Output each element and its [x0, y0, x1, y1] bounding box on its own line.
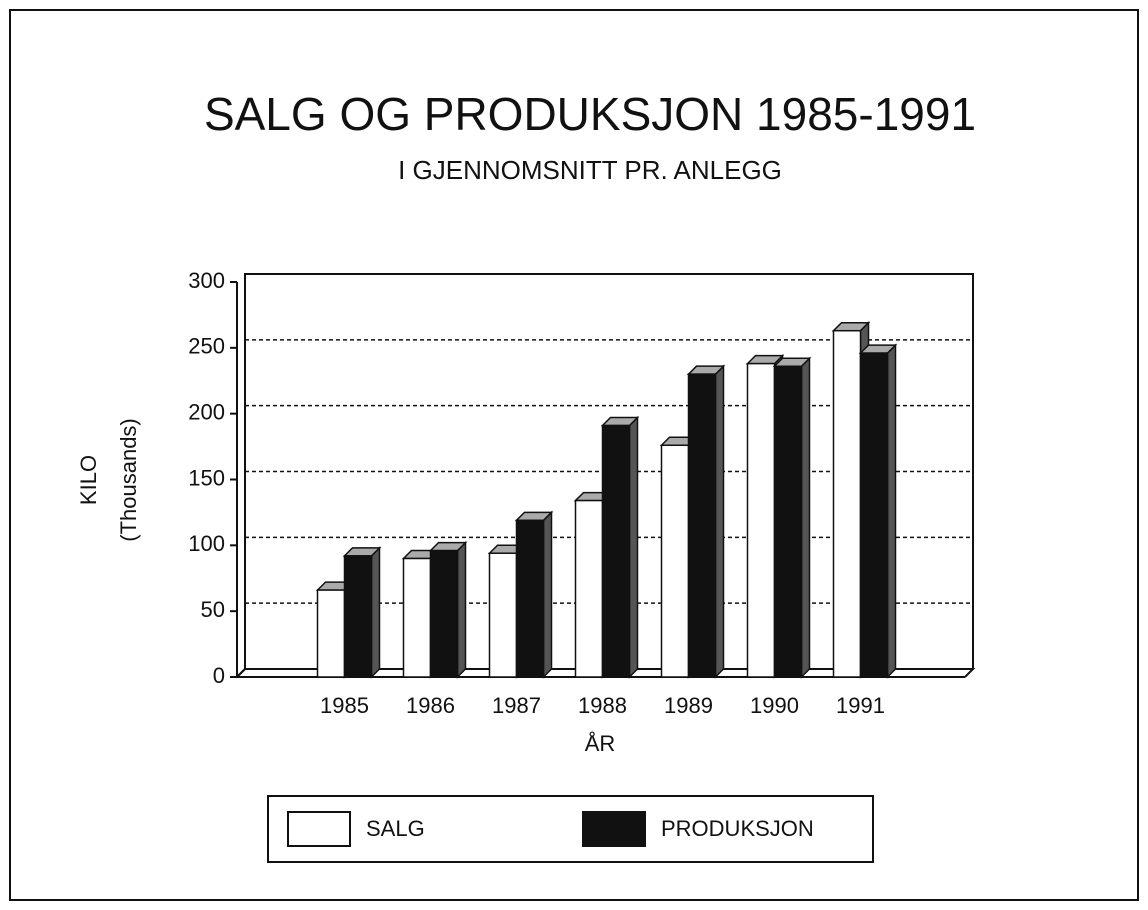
bar — [746, 362, 776, 678]
bar — [660, 444, 690, 678]
bar — [515, 519, 545, 678]
bar — [429, 549, 459, 678]
legend-label: PRODUKSJON — [661, 816, 814, 841]
y-axis-label: (Thousands) — [116, 418, 141, 542]
bar-side — [370, 546, 381, 679]
bar — [773, 365, 803, 678]
bar — [343, 555, 373, 678]
y-axis-label: KILO — [76, 455, 101, 505]
y-tick-label: 0 — [213, 663, 225, 688]
y-tick-label: 250 — [188, 334, 225, 359]
legend-box — [267, 795, 874, 863]
bar — [574, 499, 604, 678]
bar — [601, 424, 631, 678]
chart-subtitle: I GJENNOMSNITT PR. ANLEGG — [398, 155, 782, 185]
x-tick-label: 1989 — [664, 693, 713, 718]
y-tick-label: 50 — [201, 597, 225, 622]
legend-swatch — [287, 811, 351, 847]
bar — [402, 557, 432, 678]
frame — [9, 9, 1139, 901]
bar — [687, 373, 717, 678]
bar-side — [628, 415, 639, 679]
x-tick-label: 1991 — [836, 693, 885, 718]
bar — [832, 329, 862, 678]
legend-swatch — [582, 811, 646, 847]
chart-title: SALG OG PRODUKSJON 1985-1991 — [204, 88, 976, 140]
bar — [316, 589, 346, 678]
x-tick-label: 1988 — [578, 693, 627, 718]
legend-label: SALG — [366, 816, 425, 841]
y-tick-label: 200 — [188, 399, 225, 424]
y-tick-label: 100 — [188, 531, 225, 556]
x-axis-label: ÅR — [585, 731, 616, 756]
x-tick-label: 1985 — [320, 693, 369, 718]
y-tick-label: 150 — [188, 465, 225, 490]
bar-side — [456, 540, 467, 679]
x-tick-label: 1987 — [492, 693, 541, 718]
bar-side — [714, 364, 725, 679]
x-tick-label: 1990 — [750, 693, 799, 718]
bar — [859, 352, 889, 678]
bar-side — [886, 343, 897, 679]
y-tick-label: 300 — [188, 268, 225, 293]
bar — [488, 552, 518, 678]
x-tick-label: 1986 — [406, 693, 455, 718]
bar-side — [542, 510, 553, 679]
bar-side — [800, 356, 811, 679]
